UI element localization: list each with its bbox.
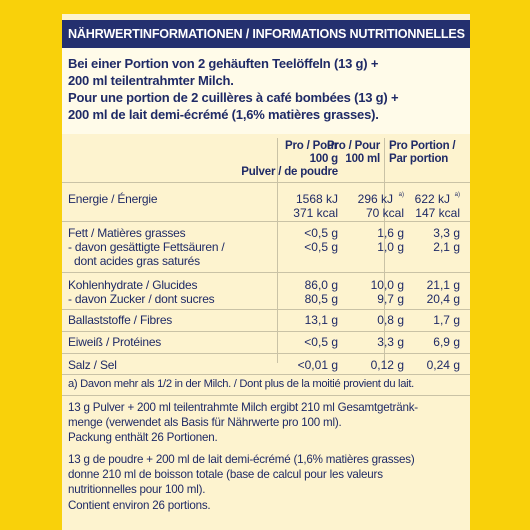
row-label: - davon Zucker / dont sucres	[68, 292, 215, 306]
column-header-line: Pro Portion /	[389, 140, 456, 152]
serving-description: Bei einer Portion von 2 gehäuften Teelöf…	[62, 48, 470, 134]
row-label: Salz / Sel	[68, 358, 117, 372]
text-line: Contient environ 26 portions.	[68, 498, 211, 512]
column-divider	[277, 138, 278, 363]
text-line: donne 210 ml de boisson totale (base de …	[68, 468, 383, 482]
row-label: Energie / Énergie	[68, 192, 158, 206]
row-divider	[62, 309, 470, 310]
row-label: Kohlenhydrate / Glucides	[68, 278, 198, 292]
value-per-100g: 86,0 g	[304, 278, 338, 292]
value-per-100g-kj: 1568 kJ	[295, 192, 338, 206]
value-per-100g: <0,5 g	[304, 226, 338, 240]
column-header-line: Pulver / de poudre	[241, 166, 338, 178]
value-per-portion: 3,3 g	[433, 226, 460, 240]
column-header-line: Par portion	[389, 153, 449, 165]
value-per-portion: 21,1 g	[426, 278, 460, 292]
value-per-portion: 1,7 g	[433, 313, 460, 327]
value-per-100ml: 10,0 g	[370, 278, 404, 292]
column-header-line: 100 g	[309, 153, 339, 165]
value-per-100ml: 1,0 g	[377, 240, 404, 254]
text-line: nutritionnelles pour 100 ml).	[68, 483, 206, 497]
value-per-100g-kcal: 371 kcal	[293, 206, 338, 220]
intro-line: Bei einer Portion von 2 gehäuften Teelöf…	[68, 56, 379, 71]
section-divider	[62, 395, 470, 396]
value-per-portion-kj: 622 kJ	[414, 192, 450, 206]
value-per-portion-kcal: 147 kcal	[415, 206, 460, 220]
row-label: - davon gesättigte Fettsäuren /	[68, 240, 225, 254]
row-label: dont acides gras saturés	[74, 254, 200, 268]
value-per-100g: <0,01 g	[297, 358, 338, 372]
row-divider	[62, 221, 470, 222]
column-header-line: Pro / Pour	[327, 140, 380, 152]
value-per-100ml-kcal: 70 kcal	[365, 206, 404, 220]
value-per-100g: 80,5 g	[304, 292, 338, 306]
text-line: menge (verwendet als Basis für Nährwerte…	[68, 416, 342, 430]
footnote: a) Davon mehr als 1/2 in der Milch. / Do…	[68, 378, 414, 390]
value-per-100ml: 3,3 g	[377, 335, 404, 349]
preparation-text-fr: 13 g de poudre + 200 ml de lait demi-écr…	[68, 452, 415, 513]
text-line: 13 g de poudre + 200 ml de lait demi-écr…	[68, 453, 415, 466]
column-divider	[384, 138, 385, 363]
column-header-line: 100 ml	[345, 153, 380, 165]
value-per-100ml: 9,7 g	[377, 292, 404, 306]
nutrition-panel: NÄHRWERTINFORMATIONEN / INFORMATIONS NUT…	[62, 14, 470, 530]
value-per-portion: 2,1 g	[433, 240, 460, 254]
intro-line: 200 ml teilentrahmter Milch.	[68, 73, 234, 88]
preparation-text-de: 13 g Pulver + 200 ml teilentrahmte Milch…	[68, 400, 418, 446]
column-header-per-100ml: Pro / Pour 100 ml	[327, 140, 380, 166]
value-per-100g: <0,5 g	[304, 335, 338, 349]
row-label: Ballaststoffe / Fibres	[68, 313, 173, 327]
intro-line: Pour une portion de 2 cuillères à café b…	[68, 90, 399, 105]
value-per-100ml: 0,12 g	[370, 358, 404, 372]
value-per-100ml: 0,8 g	[377, 313, 404, 327]
section-header: NÄHRWERTINFORMATIONEN / INFORMATIONS NUT…	[62, 20, 470, 48]
value-per-100ml: 1,6 g	[377, 226, 404, 240]
value-per-100g: <0,5 g	[304, 240, 338, 254]
footnote-marker: a)	[398, 192, 404, 198]
text-line: Packung enthält 26 Portionen.	[68, 431, 218, 445]
value-per-100ml-kj: 296 kJ	[357, 192, 393, 206]
row-divider	[62, 182, 470, 183]
row-divider	[62, 272, 470, 273]
row-divider	[62, 353, 470, 354]
row-divider	[62, 331, 470, 332]
row-divider	[62, 374, 470, 375]
row-label: Fett / Matières grasses	[68, 226, 186, 240]
row-label: Eiweiß / Protéines	[68, 335, 162, 349]
footnote-marker: a)	[454, 192, 460, 198]
column-header-per-portion: Pro Portion / Par portion	[389, 140, 456, 166]
value-per-100g: 13,1 g	[304, 313, 338, 327]
value-per-portion: 0,24 g	[426, 358, 460, 372]
value-per-portion: 6,9 g	[433, 335, 460, 349]
column-header-per-100g: Pro / Pour 100 g Pulver / de poudre	[241, 140, 338, 179]
column-header-line: Pro / Pour	[285, 140, 338, 152]
value-per-portion: 20,4 g	[426, 292, 460, 306]
intro-line: 200 ml de lait demi-écrémé (1,6% matière…	[68, 107, 379, 122]
text-line: 13 g Pulver + 200 ml teilentrahmte Milch…	[68, 401, 418, 414]
